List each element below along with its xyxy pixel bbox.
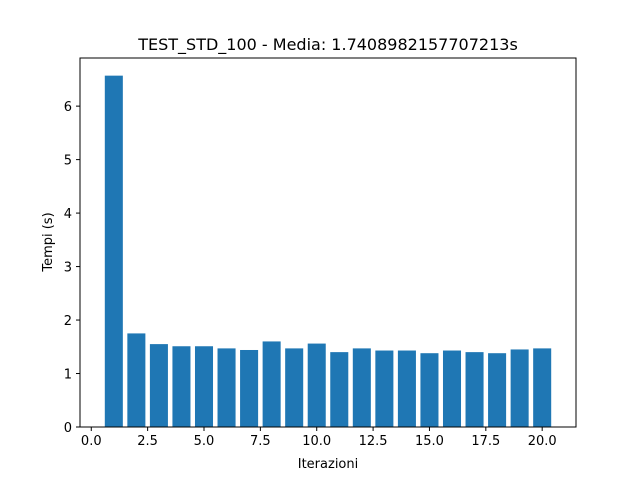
bar-19 — [510, 349, 529, 427]
bar-2 — [127, 333, 146, 427]
y-tick-label: 4 — [64, 207, 72, 222]
bar-4 — [172, 346, 191, 427]
bar-16 — [442, 350, 462, 427]
x-tick-label: 7.5 — [250, 434, 271, 449]
bar-12 — [352, 348, 371, 427]
x-tick-label: 17.5 — [471, 434, 500, 449]
chart-title: TEST_STD_100 - Media: 1.7408982157707213… — [137, 35, 518, 55]
bar-5 — [194, 346, 214, 427]
bar-10 — [307, 343, 326, 427]
y-tick-label: 6 — [64, 100, 72, 115]
bar-14 — [397, 350, 416, 427]
bar-1 — [104, 75, 123, 427]
x-tick-label: 12.5 — [359, 434, 388, 449]
bar-3 — [149, 344, 168, 427]
bar-6 — [217, 348, 236, 427]
bar-20 — [533, 348, 552, 427]
x-tick-label: 5.0 — [194, 434, 215, 449]
bar-7 — [240, 349, 259, 427]
x-tick-label: 0.0 — [81, 434, 102, 449]
bar-11 — [330, 352, 349, 427]
y-tick-label: 0 — [64, 421, 72, 436]
x-tick-label: 15.0 — [415, 434, 444, 449]
x-tick-label: 2.5 — [137, 434, 158, 449]
bar-8 — [262, 341, 281, 427]
y-tick-label: 3 — [64, 261, 72, 276]
bar-15 — [420, 353, 439, 427]
x-axis-label: Iterazioni — [298, 457, 358, 472]
y-tick-label: 2 — [64, 314, 72, 329]
y-tick-label: 5 — [64, 154, 72, 169]
y-axis-ticks: 0 1 2 3 4 5 6 — [64, 100, 80, 436]
plot-frame — [79, 57, 577, 428]
bars-group — [104, 75, 552, 427]
y-tick-label: 1 — [64, 368, 72, 383]
x-tick-label: 20.0 — [528, 434, 557, 449]
bar-17 — [465, 352, 484, 427]
bar-13 — [375, 350, 394, 427]
y-axis-label: Tempi (s) — [41, 212, 56, 272]
x-tick-label: 10.0 — [302, 434, 331, 449]
x-axis-ticks: 0.0 2.5 5.0 7.5 10.0 12.5 15.0 17.5 20.0 — [81, 427, 557, 449]
bar-9 — [285, 348, 304, 427]
bar-18 — [488, 353, 507, 427]
